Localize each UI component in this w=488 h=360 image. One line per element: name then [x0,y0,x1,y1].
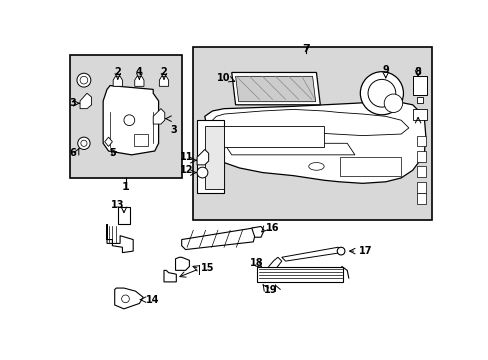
Polygon shape [103,86,158,155]
Text: 10: 10 [216,73,230,83]
Text: 19: 19 [263,285,276,294]
Polygon shape [281,247,343,261]
Text: 3: 3 [70,98,76,108]
Bar [134,134,147,145]
Text: 9: 9 [382,65,388,75]
Polygon shape [197,149,208,165]
Polygon shape [163,270,176,282]
Polygon shape [212,109,408,136]
Polygon shape [197,120,224,193]
Text: 1: 1 [122,182,129,192]
Bar [416,193,425,204]
Polygon shape [175,257,189,270]
Circle shape [78,137,90,149]
Text: 7: 7 [301,44,309,54]
Bar [416,97,422,103]
Bar [416,182,425,193]
Polygon shape [204,126,224,189]
Bar [118,207,130,224]
Text: 17: 17 [358,246,371,256]
Polygon shape [159,76,168,86]
Polygon shape [135,76,143,86]
Text: 2: 2 [160,67,167,77]
Text: 3: 3 [170,125,177,135]
Circle shape [80,76,87,84]
Bar [416,136,425,147]
Polygon shape [235,76,315,102]
Text: 6: 6 [70,148,76,158]
Circle shape [77,73,91,87]
Bar [193,47,431,220]
Polygon shape [268,257,281,271]
Polygon shape [204,101,425,183]
Polygon shape [257,266,343,282]
Text: 16: 16 [266,223,279,233]
Text: 5: 5 [109,148,116,158]
Polygon shape [113,76,122,86]
Polygon shape [80,93,91,109]
Text: 18: 18 [250,258,264,267]
Polygon shape [339,157,400,176]
Bar [416,151,425,162]
Polygon shape [251,226,264,237]
Text: 14: 14 [145,294,159,305]
Polygon shape [153,109,164,124]
Circle shape [384,94,402,112]
Bar [416,166,425,177]
Circle shape [367,80,395,107]
Circle shape [360,72,403,115]
Circle shape [197,167,207,178]
Bar [70,55,182,178]
Polygon shape [224,126,324,147]
Polygon shape [231,72,320,105]
Text: 13: 13 [111,200,124,210]
Text: 8: 8 [414,67,421,77]
Polygon shape [115,288,143,309]
Ellipse shape [308,163,324,170]
Text: 2: 2 [114,67,121,77]
Text: 4: 4 [136,67,142,77]
Circle shape [122,295,129,303]
Bar [412,76,426,95]
Text: 12: 12 [180,165,193,175]
Bar [412,109,426,120]
Polygon shape [182,228,256,249]
Circle shape [81,140,87,147]
Polygon shape [107,224,133,253]
Text: 15: 15 [201,263,214,273]
Text: 11: 11 [180,152,193,162]
Polygon shape [224,143,354,155]
Circle shape [337,247,344,255]
Polygon shape [104,137,112,147]
Circle shape [123,115,135,126]
